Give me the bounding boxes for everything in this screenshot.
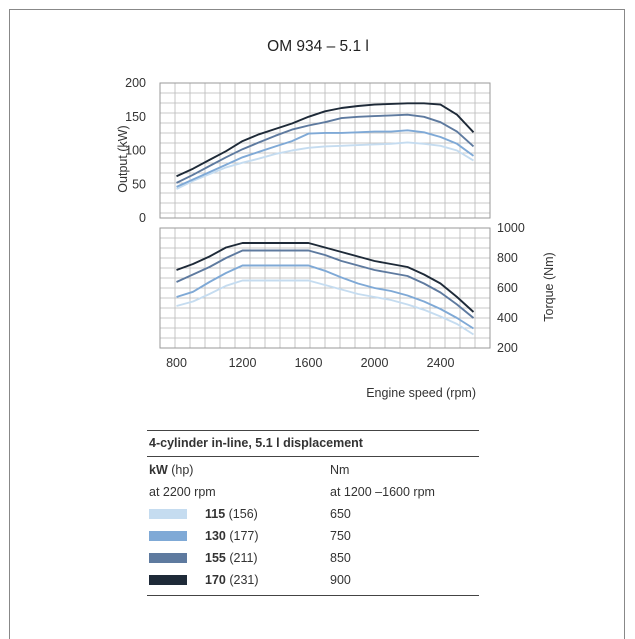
kw-unit: kW xyxy=(149,463,168,477)
output-tick-label: 100 xyxy=(125,144,146,158)
legend-swatch xyxy=(149,575,187,585)
table-header-rule xyxy=(147,456,479,457)
legend-swatch xyxy=(149,531,187,541)
hp-unit: (hp) xyxy=(167,463,194,477)
output-line-115 xyxy=(176,141,474,190)
spec-header-row: kW (hp) Nm xyxy=(147,459,479,481)
x-axis-label: Engine speed (rpm) xyxy=(366,386,476,400)
spec-row: 155 (211) 850 xyxy=(147,547,479,569)
torque-tick-label: 800 xyxy=(497,251,518,265)
x-tick-label: 1600 xyxy=(295,356,323,370)
legend-swatch xyxy=(149,553,187,563)
torque-plot-frame xyxy=(159,227,491,349)
nm-header: Nm xyxy=(330,463,350,477)
output-tick-label: 200 xyxy=(125,76,146,90)
output-line-155 xyxy=(176,113,475,184)
torque-line-130 xyxy=(176,264,475,330)
torque-value: 650 xyxy=(330,507,351,521)
output-chart-grid xyxy=(159,82,491,219)
spec-subheader-row: at 2200 rpm at 1200 –1600 rpm xyxy=(147,481,479,503)
kw-header: kW (hp) xyxy=(149,459,193,481)
output-line-130 xyxy=(176,129,475,188)
torque-value: 850 xyxy=(330,551,351,565)
torque-tick-label: 1000 xyxy=(497,221,525,235)
output-tick-label: 150 xyxy=(125,110,146,124)
output-plot-frame xyxy=(159,82,491,219)
output-tick-label: 0 xyxy=(139,211,146,225)
page-frame xyxy=(9,9,625,639)
spec-heading: 4-cylinder in-line, 5.1 l displacement xyxy=(149,436,363,450)
rpm-condition-output: at 2200 rpm xyxy=(149,485,216,499)
chart-title: OM 934 – 5.1 l xyxy=(267,38,369,55)
x-tick-label: 2000 xyxy=(361,356,389,370)
torque-tick-label: 600 xyxy=(497,281,518,295)
torque-value: 750 xyxy=(330,529,351,543)
output-axis-label: Output (kW) xyxy=(116,125,130,192)
output-series-lines xyxy=(176,102,475,190)
output-line-170 xyxy=(176,102,475,178)
table-top-rule xyxy=(147,430,479,431)
x-tick-label: 800 xyxy=(166,356,187,370)
engine-spec-table: 4-cylinder in-line, 5.1 l displacement k… xyxy=(147,430,479,596)
torque-line-170 xyxy=(176,242,475,313)
table-bottom-rule xyxy=(147,595,479,596)
rpm-condition-torque: at 1200 –1600 rpm xyxy=(330,485,435,499)
power-value: 155 (211) xyxy=(205,551,258,565)
torque-series-lines xyxy=(176,242,475,336)
torque-tick-label: 400 xyxy=(497,311,518,325)
spec-row: 130 (177) 750 xyxy=(147,525,479,547)
output-tick-label: 50 xyxy=(132,177,146,191)
axis-tick-labels: 0 50 100 150 200 200 400 600 800 1000 800 1200 1600 2… xyxy=(125,76,525,370)
torque-axis-label: Torque (Nm) xyxy=(542,252,556,321)
torque-chart-grid xyxy=(159,227,491,349)
spec-row: 115 (156) 650 xyxy=(147,503,479,525)
x-tick-label: 1200 xyxy=(229,356,257,370)
power-value: 130 (177) xyxy=(205,529,259,543)
torque-line-155 xyxy=(176,249,475,319)
torque-tick-label: 200 xyxy=(497,341,518,355)
x-tick-label: 2400 xyxy=(427,356,455,370)
torque-line-115 xyxy=(176,279,475,336)
engine-performance-chart: OM 934 – 5.1 l 0 50 100 150 200 200 400 600 800 1… xyxy=(116,38,556,400)
power-value: 170 (231) xyxy=(205,573,259,587)
power-value: 115 (156) xyxy=(205,507,258,521)
torque-value: 900 xyxy=(330,573,351,587)
legend-swatch xyxy=(149,509,187,519)
spec-row: 170 (231) 900 xyxy=(147,569,479,591)
